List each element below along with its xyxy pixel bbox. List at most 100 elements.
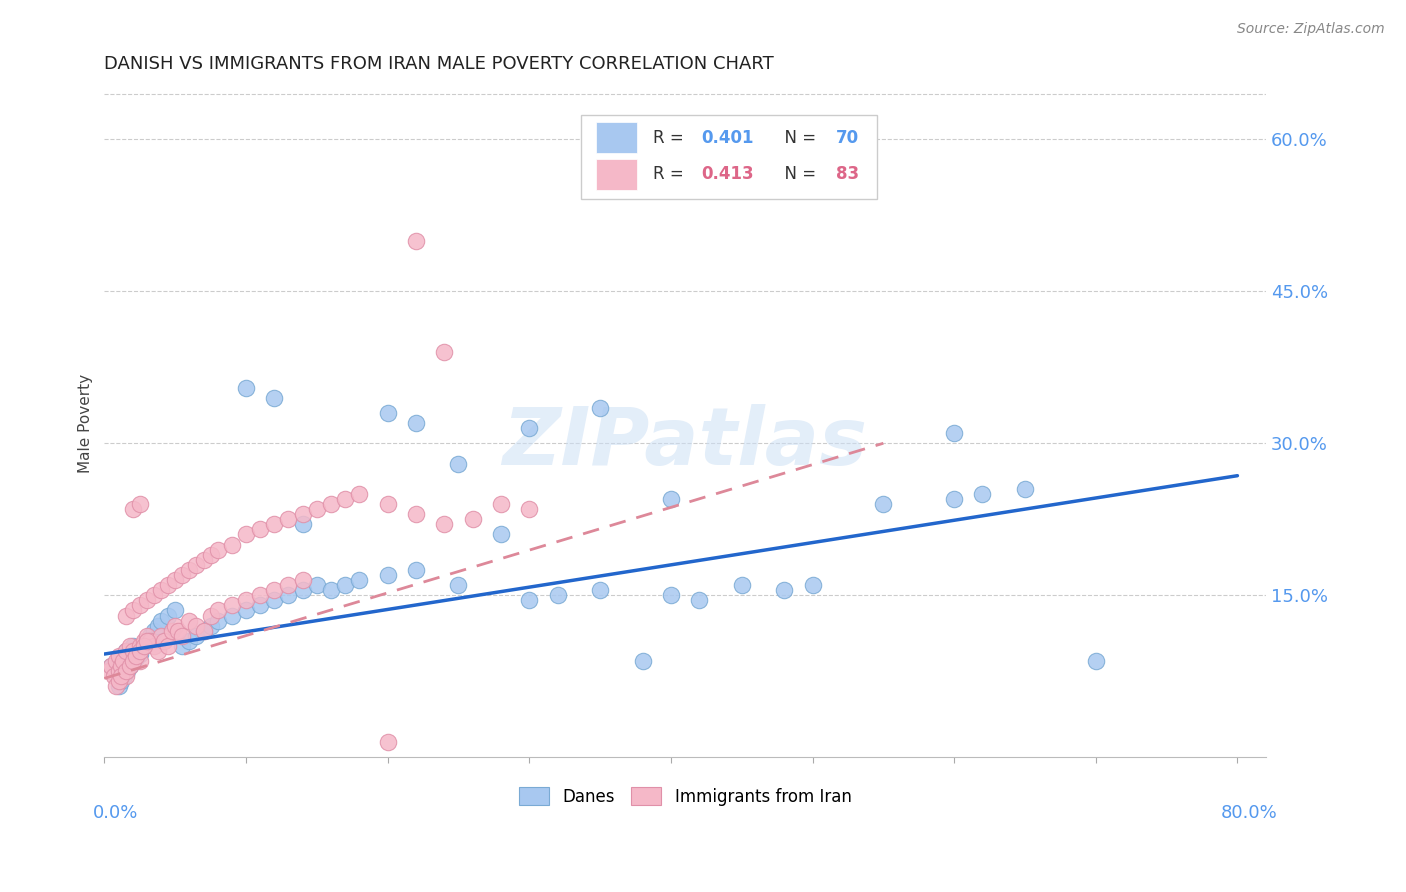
Point	[142, 624, 165, 638]
Point	[110, 659, 132, 673]
Point	[731, 578, 754, 592]
Point	[193, 553, 215, 567]
Point	[277, 588, 299, 602]
Point	[153, 633, 176, 648]
Point	[107, 654, 129, 668]
Point	[150, 583, 173, 598]
Y-axis label: Male Poverty: Male Poverty	[79, 374, 93, 473]
Point	[121, 654, 143, 668]
Text: Source: ZipAtlas.com: Source: ZipAtlas.com	[1237, 22, 1385, 37]
Text: R =: R =	[652, 165, 689, 184]
Point	[186, 629, 208, 643]
Point	[688, 593, 710, 607]
Point	[121, 639, 143, 653]
FancyBboxPatch shape	[596, 159, 637, 190]
Point	[172, 629, 194, 643]
Point	[631, 654, 654, 668]
Point	[659, 491, 682, 506]
Point	[263, 517, 285, 532]
Point	[118, 659, 141, 673]
Point	[124, 651, 146, 665]
Point	[128, 599, 150, 613]
Point	[104, 665, 127, 679]
Point	[589, 583, 612, 598]
Point	[277, 512, 299, 526]
Text: 0.413: 0.413	[702, 165, 754, 184]
Point	[305, 578, 328, 592]
Point	[249, 588, 271, 602]
Point	[114, 644, 136, 658]
Point	[972, 487, 994, 501]
Point	[142, 639, 165, 653]
Point	[165, 603, 187, 617]
Text: R =: R =	[652, 128, 689, 146]
Point	[221, 599, 243, 613]
Point	[114, 608, 136, 623]
Point	[138, 629, 160, 643]
Point	[943, 426, 966, 441]
Point	[221, 538, 243, 552]
Point	[291, 517, 314, 532]
Text: 83: 83	[837, 165, 859, 184]
Point	[100, 659, 122, 673]
Point	[349, 573, 371, 587]
Point	[263, 583, 285, 598]
Point	[115, 665, 138, 679]
Point	[517, 593, 540, 607]
Point	[186, 558, 208, 572]
Point	[589, 401, 612, 415]
Point	[200, 618, 222, 632]
Point	[405, 563, 427, 577]
Point	[148, 644, 170, 658]
FancyBboxPatch shape	[581, 115, 877, 199]
Point	[157, 608, 180, 623]
Point	[107, 680, 129, 694]
Point	[433, 517, 456, 532]
Point	[517, 502, 540, 516]
Point	[132, 639, 155, 653]
Point	[263, 593, 285, 607]
Point	[100, 659, 122, 673]
Point	[547, 588, 569, 602]
Point	[157, 639, 180, 653]
Point	[333, 578, 356, 592]
Point	[135, 593, 157, 607]
Point	[138, 633, 160, 648]
Point	[118, 659, 141, 673]
Text: N =: N =	[775, 165, 823, 184]
Point	[1014, 482, 1036, 496]
Point	[148, 618, 170, 632]
Point	[291, 507, 314, 521]
Point	[447, 578, 470, 592]
Point	[447, 457, 470, 471]
Point	[186, 618, 208, 632]
Point	[165, 618, 187, 632]
Point	[801, 578, 824, 592]
Point	[377, 735, 399, 749]
Point	[277, 578, 299, 592]
Point	[110, 669, 132, 683]
Point	[114, 665, 136, 679]
Point	[114, 644, 136, 658]
Point	[132, 633, 155, 648]
Point	[291, 573, 314, 587]
Point	[249, 599, 271, 613]
Text: 0.0%: 0.0%	[93, 805, 138, 822]
Point	[135, 629, 157, 643]
Point	[167, 624, 190, 638]
Point	[104, 654, 127, 668]
Point	[207, 614, 229, 628]
Point	[114, 648, 136, 663]
Point	[124, 648, 146, 663]
Point	[179, 563, 201, 577]
Point	[221, 608, 243, 623]
Text: DANISH VS IMMIGRANTS FROM IRAN MALE POVERTY CORRELATION CHART: DANISH VS IMMIGRANTS FROM IRAN MALE POVE…	[104, 55, 775, 73]
Point	[114, 669, 136, 683]
Point	[489, 527, 512, 541]
Point	[1084, 654, 1107, 668]
Point	[110, 674, 132, 689]
Point	[179, 614, 201, 628]
Point	[107, 665, 129, 679]
Text: ZIPatlas: ZIPatlas	[502, 404, 868, 482]
Text: 0.401: 0.401	[702, 128, 754, 146]
